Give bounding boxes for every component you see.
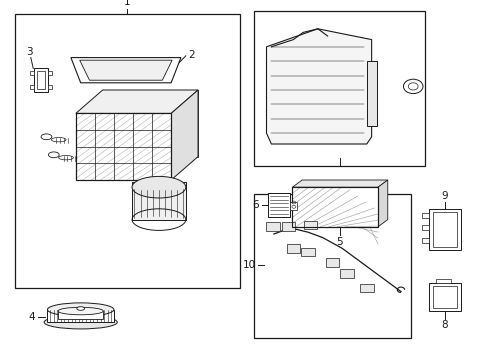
Ellipse shape bbox=[77, 307, 84, 310]
Polygon shape bbox=[76, 113, 171, 180]
Ellipse shape bbox=[47, 303, 114, 316]
Bar bbox=[428, 209, 460, 250]
Bar bbox=[254, 11, 425, 166]
Bar bbox=[37, 71, 45, 89]
Text: 6: 6 bbox=[252, 200, 259, 210]
Bar bbox=[267, 193, 289, 217]
Bar bbox=[58, 311, 103, 319]
Bar bbox=[428, 283, 460, 311]
FancyBboxPatch shape bbox=[303, 221, 317, 229]
Text: 7: 7 bbox=[336, 181, 343, 191]
FancyBboxPatch shape bbox=[286, 244, 300, 253]
Text: 10: 10 bbox=[243, 260, 256, 270]
Bar bbox=[432, 286, 456, 308]
Bar bbox=[292, 187, 377, 227]
Text: 8: 8 bbox=[441, 320, 447, 330]
Text: 3: 3 bbox=[26, 46, 33, 57]
Polygon shape bbox=[76, 90, 198, 113]
Bar bbox=[421, 238, 428, 243]
FancyBboxPatch shape bbox=[301, 248, 314, 256]
Polygon shape bbox=[71, 58, 181, 83]
Ellipse shape bbox=[41, 134, 52, 140]
Polygon shape bbox=[102, 90, 198, 157]
FancyBboxPatch shape bbox=[359, 284, 373, 292]
FancyBboxPatch shape bbox=[340, 269, 353, 278]
Text: 9: 9 bbox=[441, 190, 447, 201]
Text: 4: 4 bbox=[28, 312, 35, 322]
Text: 2: 2 bbox=[188, 50, 195, 60]
Ellipse shape bbox=[51, 138, 66, 142]
Bar bbox=[47, 310, 114, 322]
Polygon shape bbox=[292, 180, 387, 187]
Circle shape bbox=[403, 79, 422, 94]
FancyBboxPatch shape bbox=[281, 222, 295, 231]
Polygon shape bbox=[377, 180, 387, 227]
Polygon shape bbox=[266, 29, 371, 144]
Bar bbox=[30, 71, 34, 75]
Bar bbox=[421, 213, 428, 218]
Bar bbox=[48, 85, 52, 89]
Bar bbox=[435, 279, 450, 283]
Polygon shape bbox=[80, 60, 172, 80]
Bar bbox=[30, 85, 34, 89]
Ellipse shape bbox=[59, 156, 73, 160]
Bar bbox=[289, 202, 297, 210]
Bar bbox=[432, 212, 456, 247]
Ellipse shape bbox=[48, 152, 59, 158]
Bar bbox=[254, 194, 410, 338]
Bar bbox=[366, 61, 376, 126]
Text: 1: 1 bbox=[123, 0, 130, 7]
Ellipse shape bbox=[132, 176, 185, 198]
Bar bbox=[421, 225, 428, 230]
Ellipse shape bbox=[58, 307, 103, 315]
Bar bbox=[34, 68, 48, 92]
FancyBboxPatch shape bbox=[325, 258, 339, 267]
Ellipse shape bbox=[44, 315, 117, 329]
Polygon shape bbox=[171, 90, 198, 180]
FancyBboxPatch shape bbox=[265, 222, 279, 231]
Text: 5: 5 bbox=[336, 237, 343, 247]
Bar bbox=[292, 187, 377, 227]
Bar bbox=[48, 71, 52, 75]
Bar bbox=[15, 14, 239, 288]
Bar bbox=[132, 182, 185, 220]
